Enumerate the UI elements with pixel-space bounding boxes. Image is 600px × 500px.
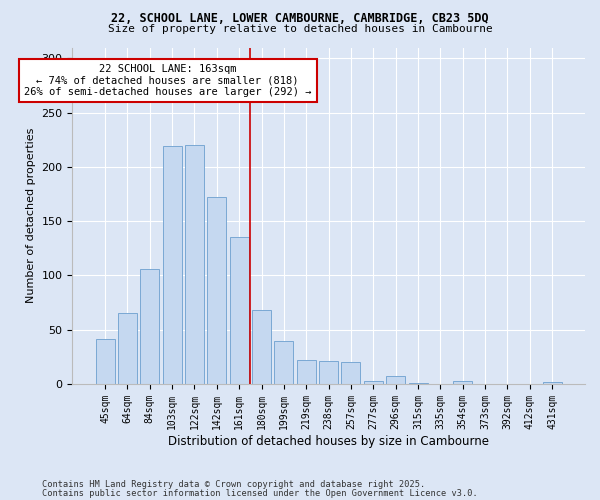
Bar bbox=[409, 383, 428, 384]
Bar bbox=[208, 198, 226, 384]
Text: Contains HM Land Registry data © Crown copyright and database right 2025.: Contains HM Land Registry data © Crown c… bbox=[42, 480, 425, 489]
Bar bbox=[118, 314, 137, 384]
Bar bbox=[140, 269, 159, 384]
Text: Size of property relative to detached houses in Cambourne: Size of property relative to detached ho… bbox=[107, 24, 493, 34]
Bar bbox=[453, 380, 472, 384]
Text: 22, SCHOOL LANE, LOWER CAMBOURNE, CAMBRIDGE, CB23 5DQ: 22, SCHOOL LANE, LOWER CAMBOURNE, CAMBRI… bbox=[111, 12, 489, 26]
Bar bbox=[230, 238, 248, 384]
Bar bbox=[274, 340, 293, 384]
Bar bbox=[252, 310, 271, 384]
Bar bbox=[364, 380, 383, 384]
Bar bbox=[185, 145, 204, 384]
Bar bbox=[163, 146, 182, 384]
X-axis label: Distribution of detached houses by size in Cambourne: Distribution of detached houses by size … bbox=[168, 434, 489, 448]
Text: Contains public sector information licensed under the Open Government Licence v3: Contains public sector information licen… bbox=[42, 489, 478, 498]
Y-axis label: Number of detached properties: Number of detached properties bbox=[26, 128, 36, 304]
Text: 22 SCHOOL LANE: 163sqm
← 74% of detached houses are smaller (818)
26% of semi-de: 22 SCHOOL LANE: 163sqm ← 74% of detached… bbox=[24, 64, 311, 97]
Bar bbox=[95, 340, 115, 384]
Bar bbox=[319, 361, 338, 384]
Bar bbox=[341, 362, 361, 384]
Bar bbox=[542, 382, 562, 384]
Bar bbox=[386, 376, 405, 384]
Bar bbox=[297, 360, 316, 384]
